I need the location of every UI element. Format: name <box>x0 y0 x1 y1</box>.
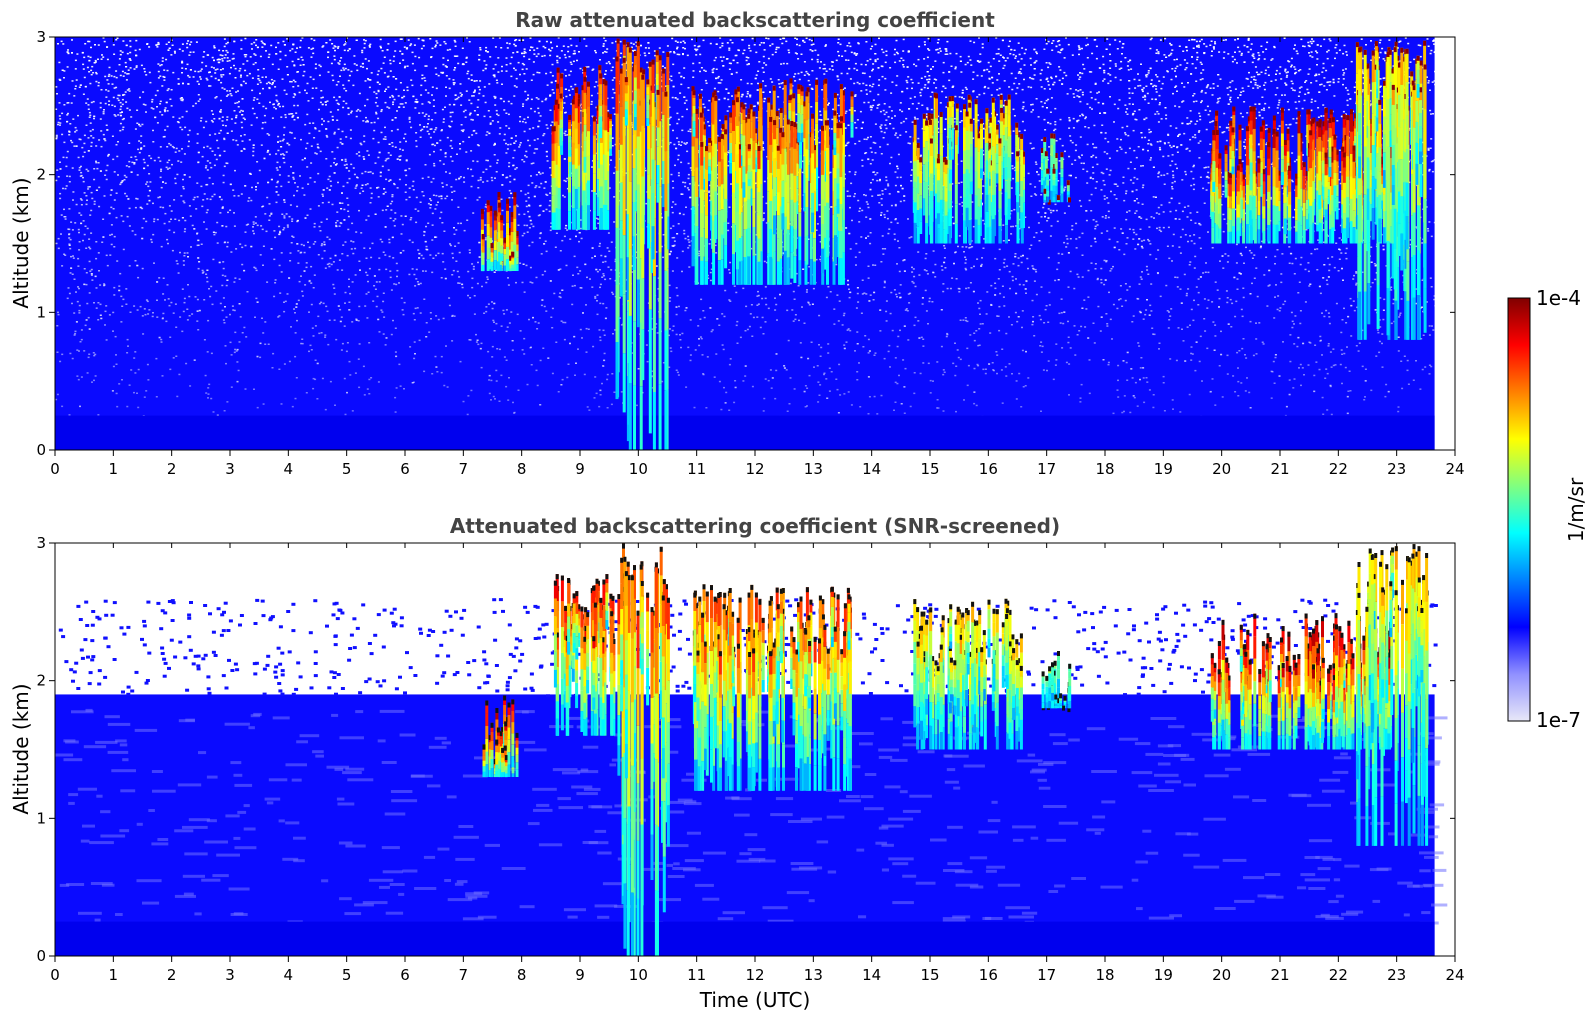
y-tick-label: 2 <box>36 672 46 690</box>
panel-raw-x-ticks: 0 1 2 3 4 5 6 7 8 9 10 11 12 13 14 15 16 17 18 19 20 21 22 23 24 <box>50 37 1465 478</box>
x-tick-label: 20 <box>1212 460 1231 478</box>
panel-raw-y-ticks: 0 1 2 3 <box>36 28 1455 459</box>
x-tick-label: 18 <box>1095 966 1114 984</box>
x-tick-label: 1 <box>109 966 119 984</box>
x-tick-label: 9 <box>575 966 585 984</box>
x-tick-label: 0 <box>50 460 60 478</box>
panel-raw-title: Raw attenuated backscattering coefficien… <box>515 8 995 32</box>
x-tick-label: 21 <box>1270 460 1289 478</box>
cloud-features <box>480 38 1427 450</box>
x-tick-label: 5 <box>342 966 352 984</box>
x-tick-label: 23 <box>1387 966 1406 984</box>
panel-screened-plot <box>55 543 1448 956</box>
x-tick-label: 24 <box>1445 460 1464 478</box>
panel-screened-x-ticks: 0 1 2 3 4 5 6 7 8 9 10 11 12 13 14 15 16 17 18 19 20 21 22 23 24 <box>50 543 1465 984</box>
y-tick-label: 0 <box>36 947 46 965</box>
x-tick-label: 5 <box>342 460 352 478</box>
x-tick-label: 7 <box>459 460 469 478</box>
x-tick-label: 8 <box>517 460 527 478</box>
x-tick-label: 14 <box>862 966 881 984</box>
x-tick-label: 23 <box>1387 460 1406 478</box>
y-tick-label: 1 <box>36 809 46 827</box>
x-tick-label: 22 <box>1329 460 1348 478</box>
x-tick-label: 2 <box>167 966 177 984</box>
x-tick-label: 4 <box>284 966 294 984</box>
y-tick-label: 3 <box>36 28 46 46</box>
panel-raw: Raw attenuated backscattering coefficien… <box>9 8 1465 478</box>
x-tick-label: 2 <box>167 460 177 478</box>
x-tick-label: 11 <box>687 966 706 984</box>
x-tick-label: 10 <box>629 460 648 478</box>
colorbar-max-label: 1e-4 <box>1536 286 1581 310</box>
panel-screened-ylabel: Altitude (km) <box>9 683 33 814</box>
x-tick-label: 15 <box>920 966 939 984</box>
y-tick-label: 3 <box>36 534 46 552</box>
panel-screened-y-ticks: 0 1 2 3 <box>36 534 1455 965</box>
x-tick-label: 24 <box>1445 966 1464 984</box>
x-tick-label: 9 <box>575 460 585 478</box>
x-tick-label: 1 <box>109 460 119 478</box>
x-tick-label: 22 <box>1329 966 1348 984</box>
x-tick-label: 20 <box>1212 966 1231 984</box>
x-tick-label: 13 <box>804 460 823 478</box>
panel-screened: Attenuated backscattering coefficient (S… <box>9 514 1465 1012</box>
x-tick-label: 14 <box>862 460 881 478</box>
y-tick-label: 0 <box>36 441 46 459</box>
x-tick-label: 10 <box>629 966 648 984</box>
x-tick-label: 6 <box>400 460 410 478</box>
x-tick-label: 21 <box>1270 966 1289 984</box>
x-tick-label: 8 <box>517 966 527 984</box>
surface-layer <box>55 415 1435 450</box>
x-tick-label: 7 <box>459 966 469 984</box>
colorbar-bar <box>1507 297 1531 722</box>
panel-raw-plot <box>55 37 1437 450</box>
panel-raw-ylabel: Altitude (km) <box>9 177 33 308</box>
x-tick-label: 13 <box>804 966 823 984</box>
x-tick-label: 3 <box>225 460 235 478</box>
x-tick-label: 15 <box>920 460 939 478</box>
x-tick-label: 17 <box>1037 966 1056 984</box>
y-tick-label: 1 <box>36 303 46 321</box>
x-tick-label: 6 <box>400 966 410 984</box>
x-tick-label: 18 <box>1095 460 1114 478</box>
cloud-features <box>482 543 1429 956</box>
colorbar: 1e-4 1e-7 1/m/sr <box>1507 286 1588 732</box>
x-tick-label: 17 <box>1037 460 1056 478</box>
x-tick-label: 4 <box>284 460 294 478</box>
y-tick-label: 2 <box>36 166 46 184</box>
colorbar-min-label: 1e-7 <box>1536 708 1581 732</box>
x-tick-label: 16 <box>979 460 998 478</box>
x-tick-label: 16 <box>979 966 998 984</box>
x-tick-label: 12 <box>745 966 764 984</box>
x-tick-label: 12 <box>745 460 764 478</box>
x-tick-label: 0 <box>50 966 60 984</box>
colorbar-label: 1/m/sr <box>1564 477 1588 542</box>
x-tick-label: 3 <box>225 966 235 984</box>
panel-screened-xlabel: Time (UTC) <box>699 988 811 1012</box>
panel-screened-title: Attenuated backscattering coefficient (S… <box>450 514 1060 538</box>
x-tick-label: 11 <box>687 460 706 478</box>
x-tick-label: 19 <box>1154 966 1173 984</box>
surface-layer <box>55 921 1435 956</box>
x-tick-label: 19 <box>1154 460 1173 478</box>
